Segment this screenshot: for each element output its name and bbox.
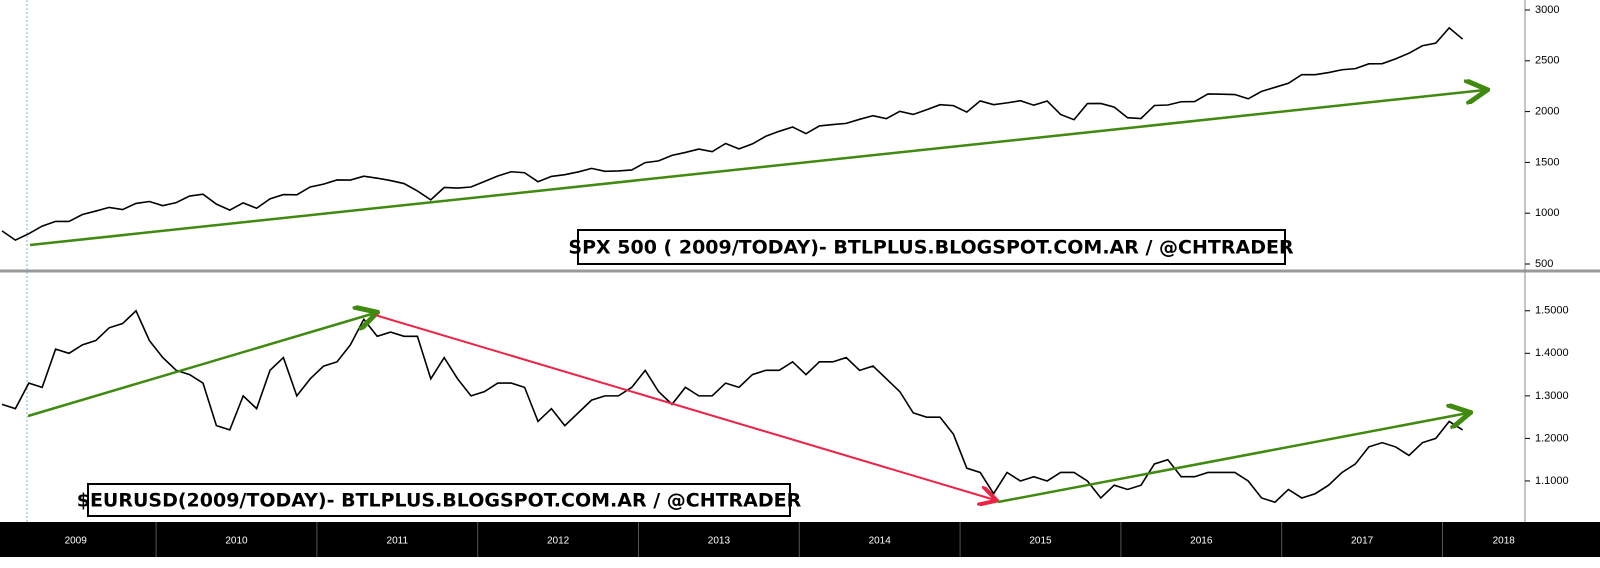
y-tick-label: 1000 (1535, 207, 1559, 219)
y-tick-label: 1.2000 (1535, 432, 1569, 444)
y-tick-label: 2500 (1535, 55, 1559, 67)
x-tick-label: 2016 (1190, 536, 1213, 547)
time-axis-band (0, 522, 1600, 557)
trend-arrow (374, 314, 995, 500)
y-tick-label: 2000 (1535, 106, 1559, 118)
y-tick-label: 1.4000 (1535, 347, 1569, 359)
title-box (87, 483, 791, 517)
x-tick-label: 2009 (65, 536, 88, 547)
y-tick-label: 3000 (1535, 4, 1559, 16)
x-tick-label: 2013 (708, 536, 731, 547)
trend-arrow (29, 90, 1485, 247)
x-tick-label: 2018 (1493, 536, 1516, 547)
title-box (577, 229, 1286, 265)
x-tick-label: 2017 (1351, 536, 1374, 547)
y-tick-label: 1.3000 (1535, 390, 1569, 402)
x-tick-label: 2010 (225, 536, 248, 547)
x-tick-label: 2015 (1029, 536, 1052, 547)
y-tick-label: 1.5000 (1535, 305, 1569, 317)
chart-title: $EURUSD(2009/TODAY)- BTLPLUS.BLOGSPOT.CO… (77, 490, 802, 512)
y-tick-label: 1.1000 (1535, 475, 1569, 487)
x-tick-label: 2011 (387, 536, 409, 547)
plots: 500 1000 1500 2000 2500 3000 1.1000 1.2000 1.300… (1, 4, 1569, 557)
y-tick-label: 1500 (1535, 156, 1559, 168)
x-tick-label: 2014 (869, 536, 892, 547)
price-line (1, 309, 1464, 504)
chart-title: SPX 500 ( 2009/TODAY)- BTLPLUS.BLOGSPOT.… (568, 237, 1294, 259)
x-tick-label: 2012 (547, 536, 570, 547)
y-tick-label: 500 (1535, 258, 1553, 270)
trend-arrow (997, 413, 1468, 504)
trend-arrow (27, 313, 375, 418)
price-line (1, 26, 1464, 242)
